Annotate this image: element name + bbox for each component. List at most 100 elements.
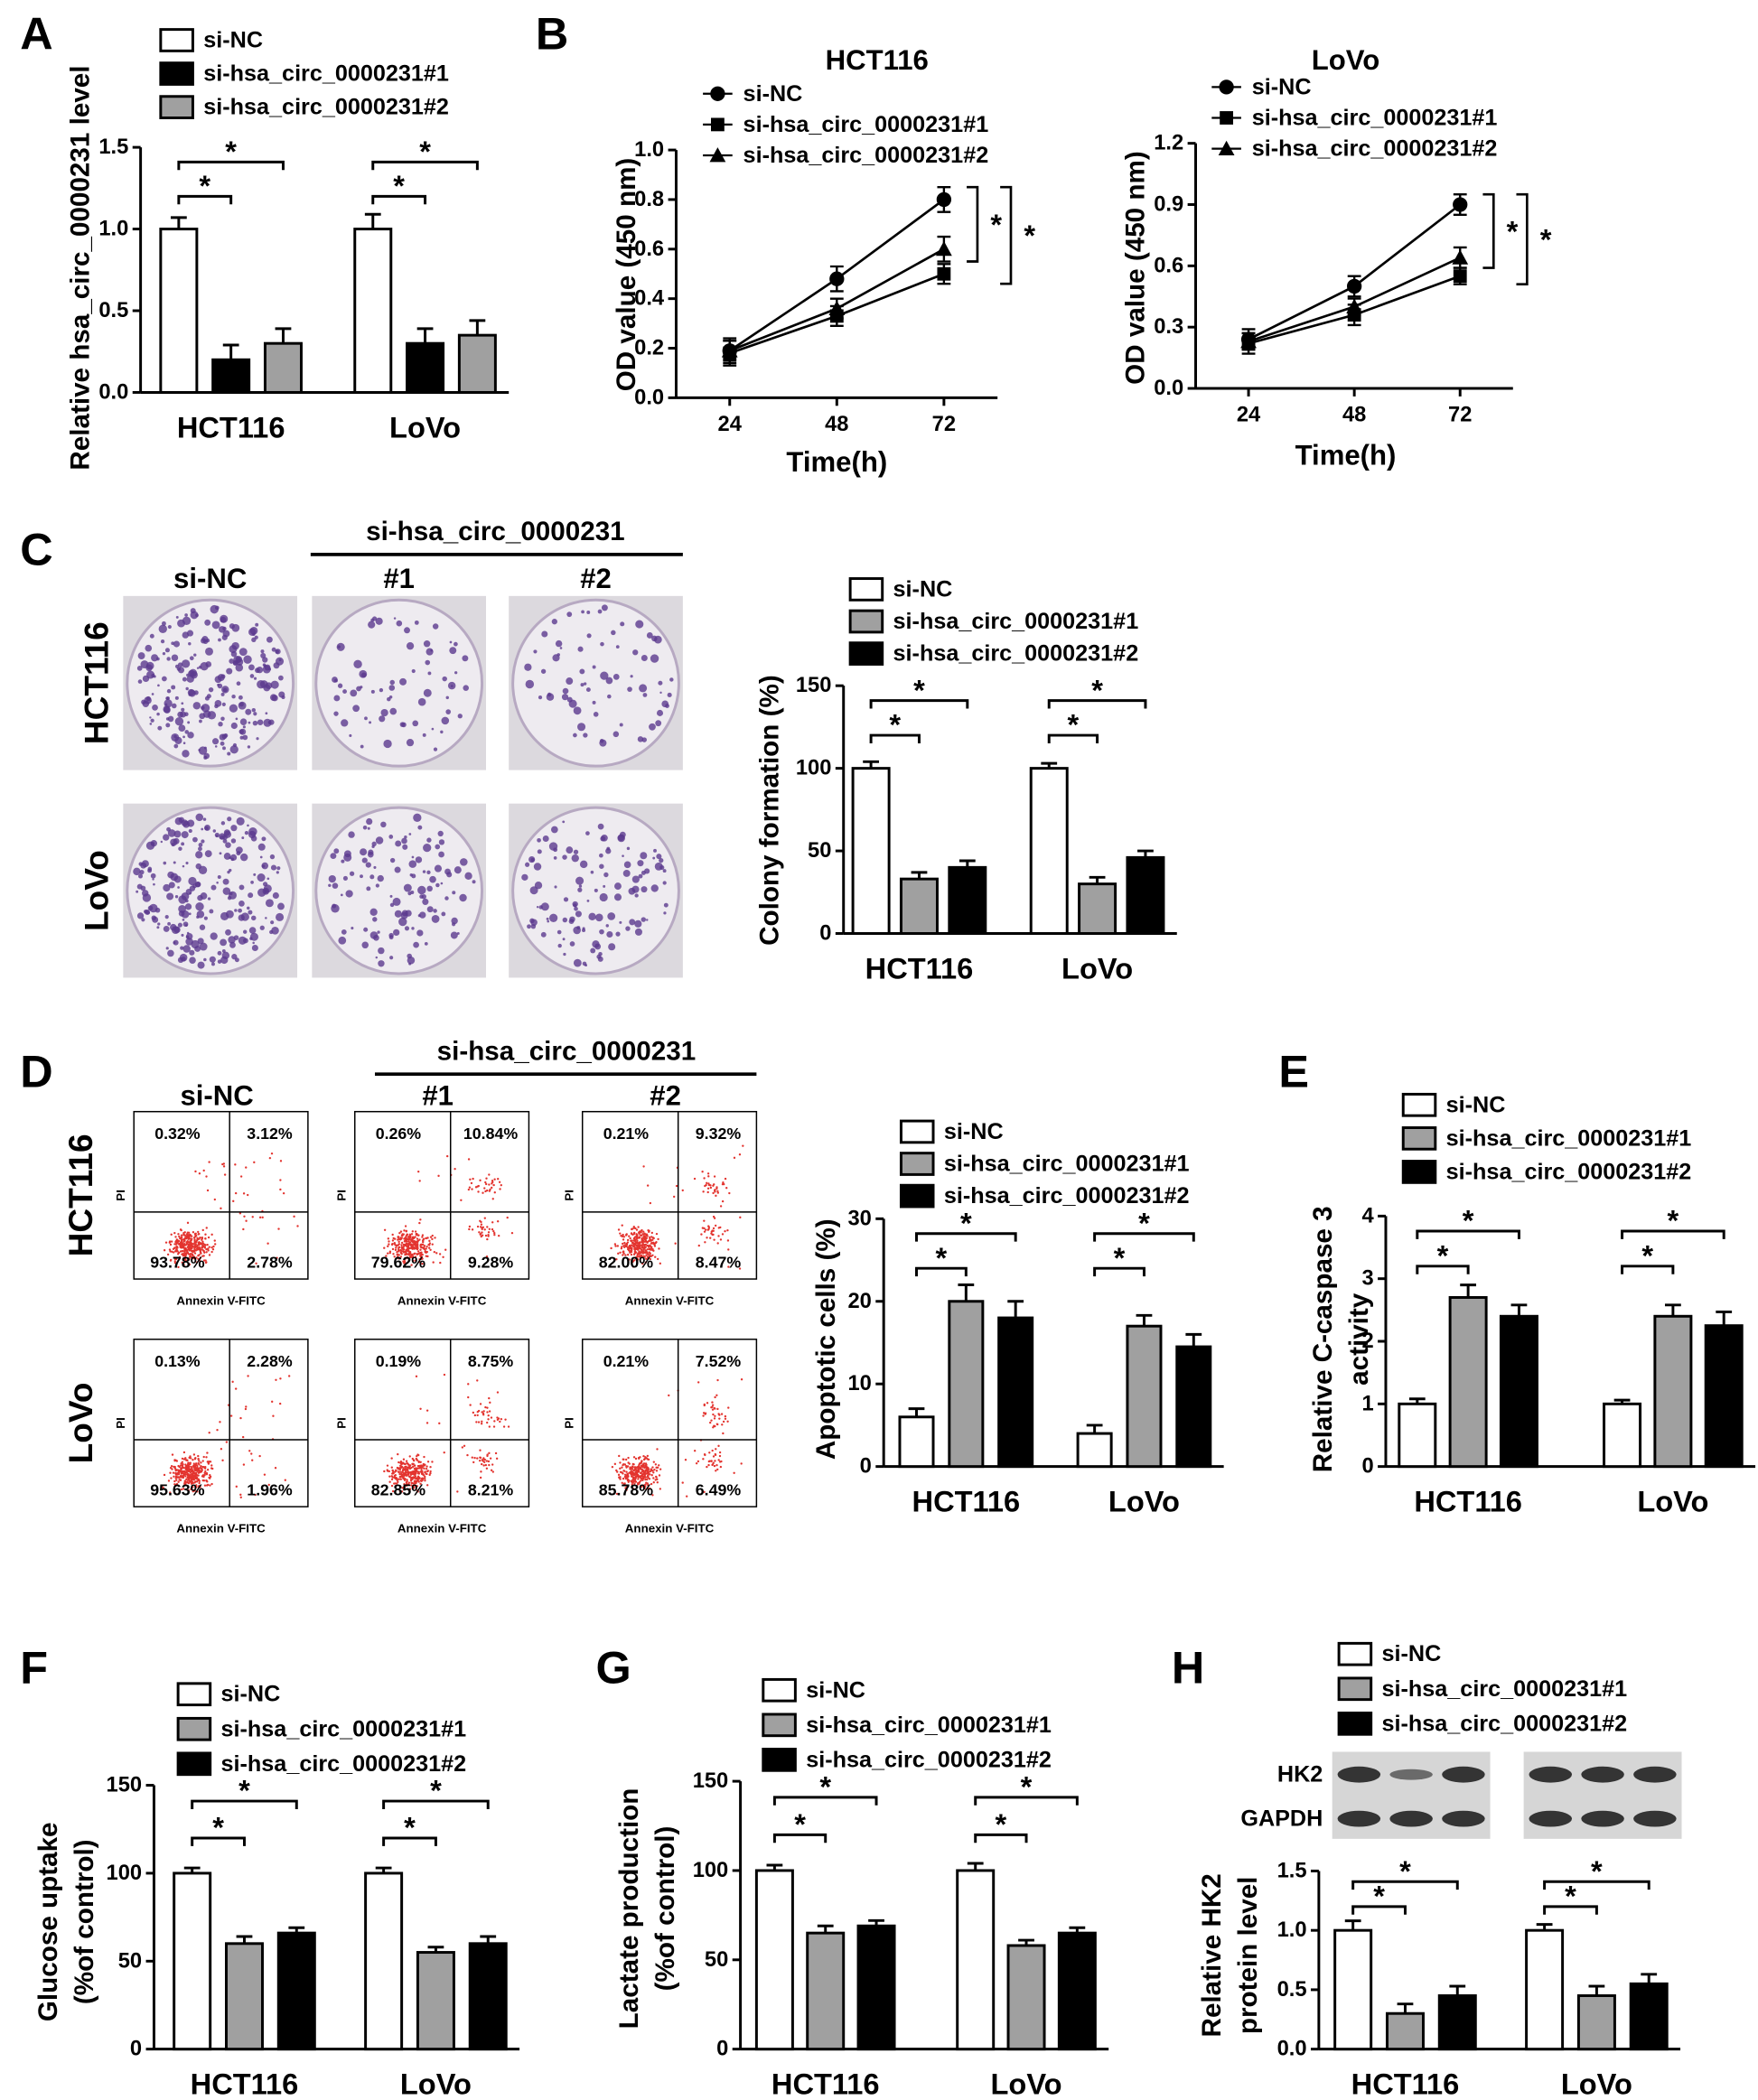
event-dot [181,1246,183,1248]
event-dot [496,1220,500,1223]
colony [525,862,530,867]
event-dot [387,1245,389,1248]
bar [1126,855,1165,935]
event-dot [416,1234,420,1237]
event-dot [706,1190,709,1194]
colony [417,825,423,830]
event-dot [204,1470,207,1473]
event-dot [643,1462,646,1465]
y-tick-label: 2 [1361,1330,1373,1353]
event-dot [204,1259,207,1262]
event-dot [411,1470,415,1473]
event-dot [416,1475,420,1478]
event-dot [191,1242,194,1246]
legend-swatch [899,1152,935,1176]
event-dot [169,1471,172,1474]
significance-label: * [1091,673,1103,706]
colony [165,723,171,728]
event-dot [192,1462,195,1465]
event-dot [497,1234,500,1237]
event-dot [193,1245,197,1247]
event-dot [615,1492,619,1496]
event-dot [205,1227,208,1229]
colony [569,941,575,947]
event-dot [425,1409,429,1412]
colony [556,929,562,935]
event-dot [481,1411,483,1414]
event-dot [180,1234,183,1237]
colony [341,859,345,863]
event-dot [636,1253,639,1256]
significance-bracket [1621,1229,1725,1239]
event-dot [728,1191,731,1195]
bar [1029,767,1069,935]
event-dot [472,1461,475,1464]
colony [582,929,586,933]
event-dot [640,1479,642,1482]
event-dot [412,1482,415,1485]
colony [277,902,285,910]
event-dot [720,1413,724,1415]
colony [138,873,143,879]
event-dot [617,1252,620,1255]
colony [198,846,202,852]
colony [229,658,235,664]
colony [562,687,569,695]
x-axis-label: Time(h) [1295,440,1397,471]
colony [619,831,626,838]
colony [603,884,606,888]
event-dot [644,1478,647,1481]
colony [435,844,441,850]
event-dot [631,1473,635,1476]
colony [562,917,568,923]
event-dot [175,1460,179,1462]
event-dot [189,1455,192,1458]
event-dot [630,1250,633,1254]
event-dot [176,1250,179,1253]
event-dot [416,1250,420,1253]
colony [173,830,182,838]
event-dot [416,1237,419,1240]
colony [147,905,154,911]
colony [199,942,208,951]
colony [445,695,449,700]
colony [156,926,160,929]
bar [159,228,199,394]
event-dot [715,1448,717,1451]
colony [328,883,332,887]
event-dot [186,1459,189,1462]
colony [185,861,189,865]
blot-row-label: GAPDH [1240,1806,1323,1832]
colony [217,950,222,956]
event-dot [610,1246,612,1250]
event-dot [423,1455,425,1459]
colony [220,821,226,826]
event-dot [195,1234,198,1237]
colony [238,884,245,891]
event-dot [650,1238,652,1242]
colony [203,957,207,962]
colony [188,912,192,916]
colony [399,722,406,727]
colony [360,848,368,856]
event-dot [414,1247,416,1250]
event-dot [623,1246,626,1248]
event-dot [723,1182,725,1186]
event-dot [406,1245,409,1248]
colony [601,604,608,611]
colony [165,947,169,950]
event-dot [476,1457,479,1460]
event-dot [420,1246,424,1249]
colony [452,891,456,895]
event-dot [713,1406,715,1410]
event-dot [383,1228,387,1231]
colony [340,893,343,897]
event-dot [201,1479,204,1482]
colony [140,885,146,891]
legend-label: si-hsa_circ_0000231#1 [1252,105,1498,130]
event-dot [388,1475,391,1478]
event-dot [170,1240,173,1243]
colony [530,919,538,927]
event-dot [400,1234,404,1237]
event-dot [195,1256,198,1259]
